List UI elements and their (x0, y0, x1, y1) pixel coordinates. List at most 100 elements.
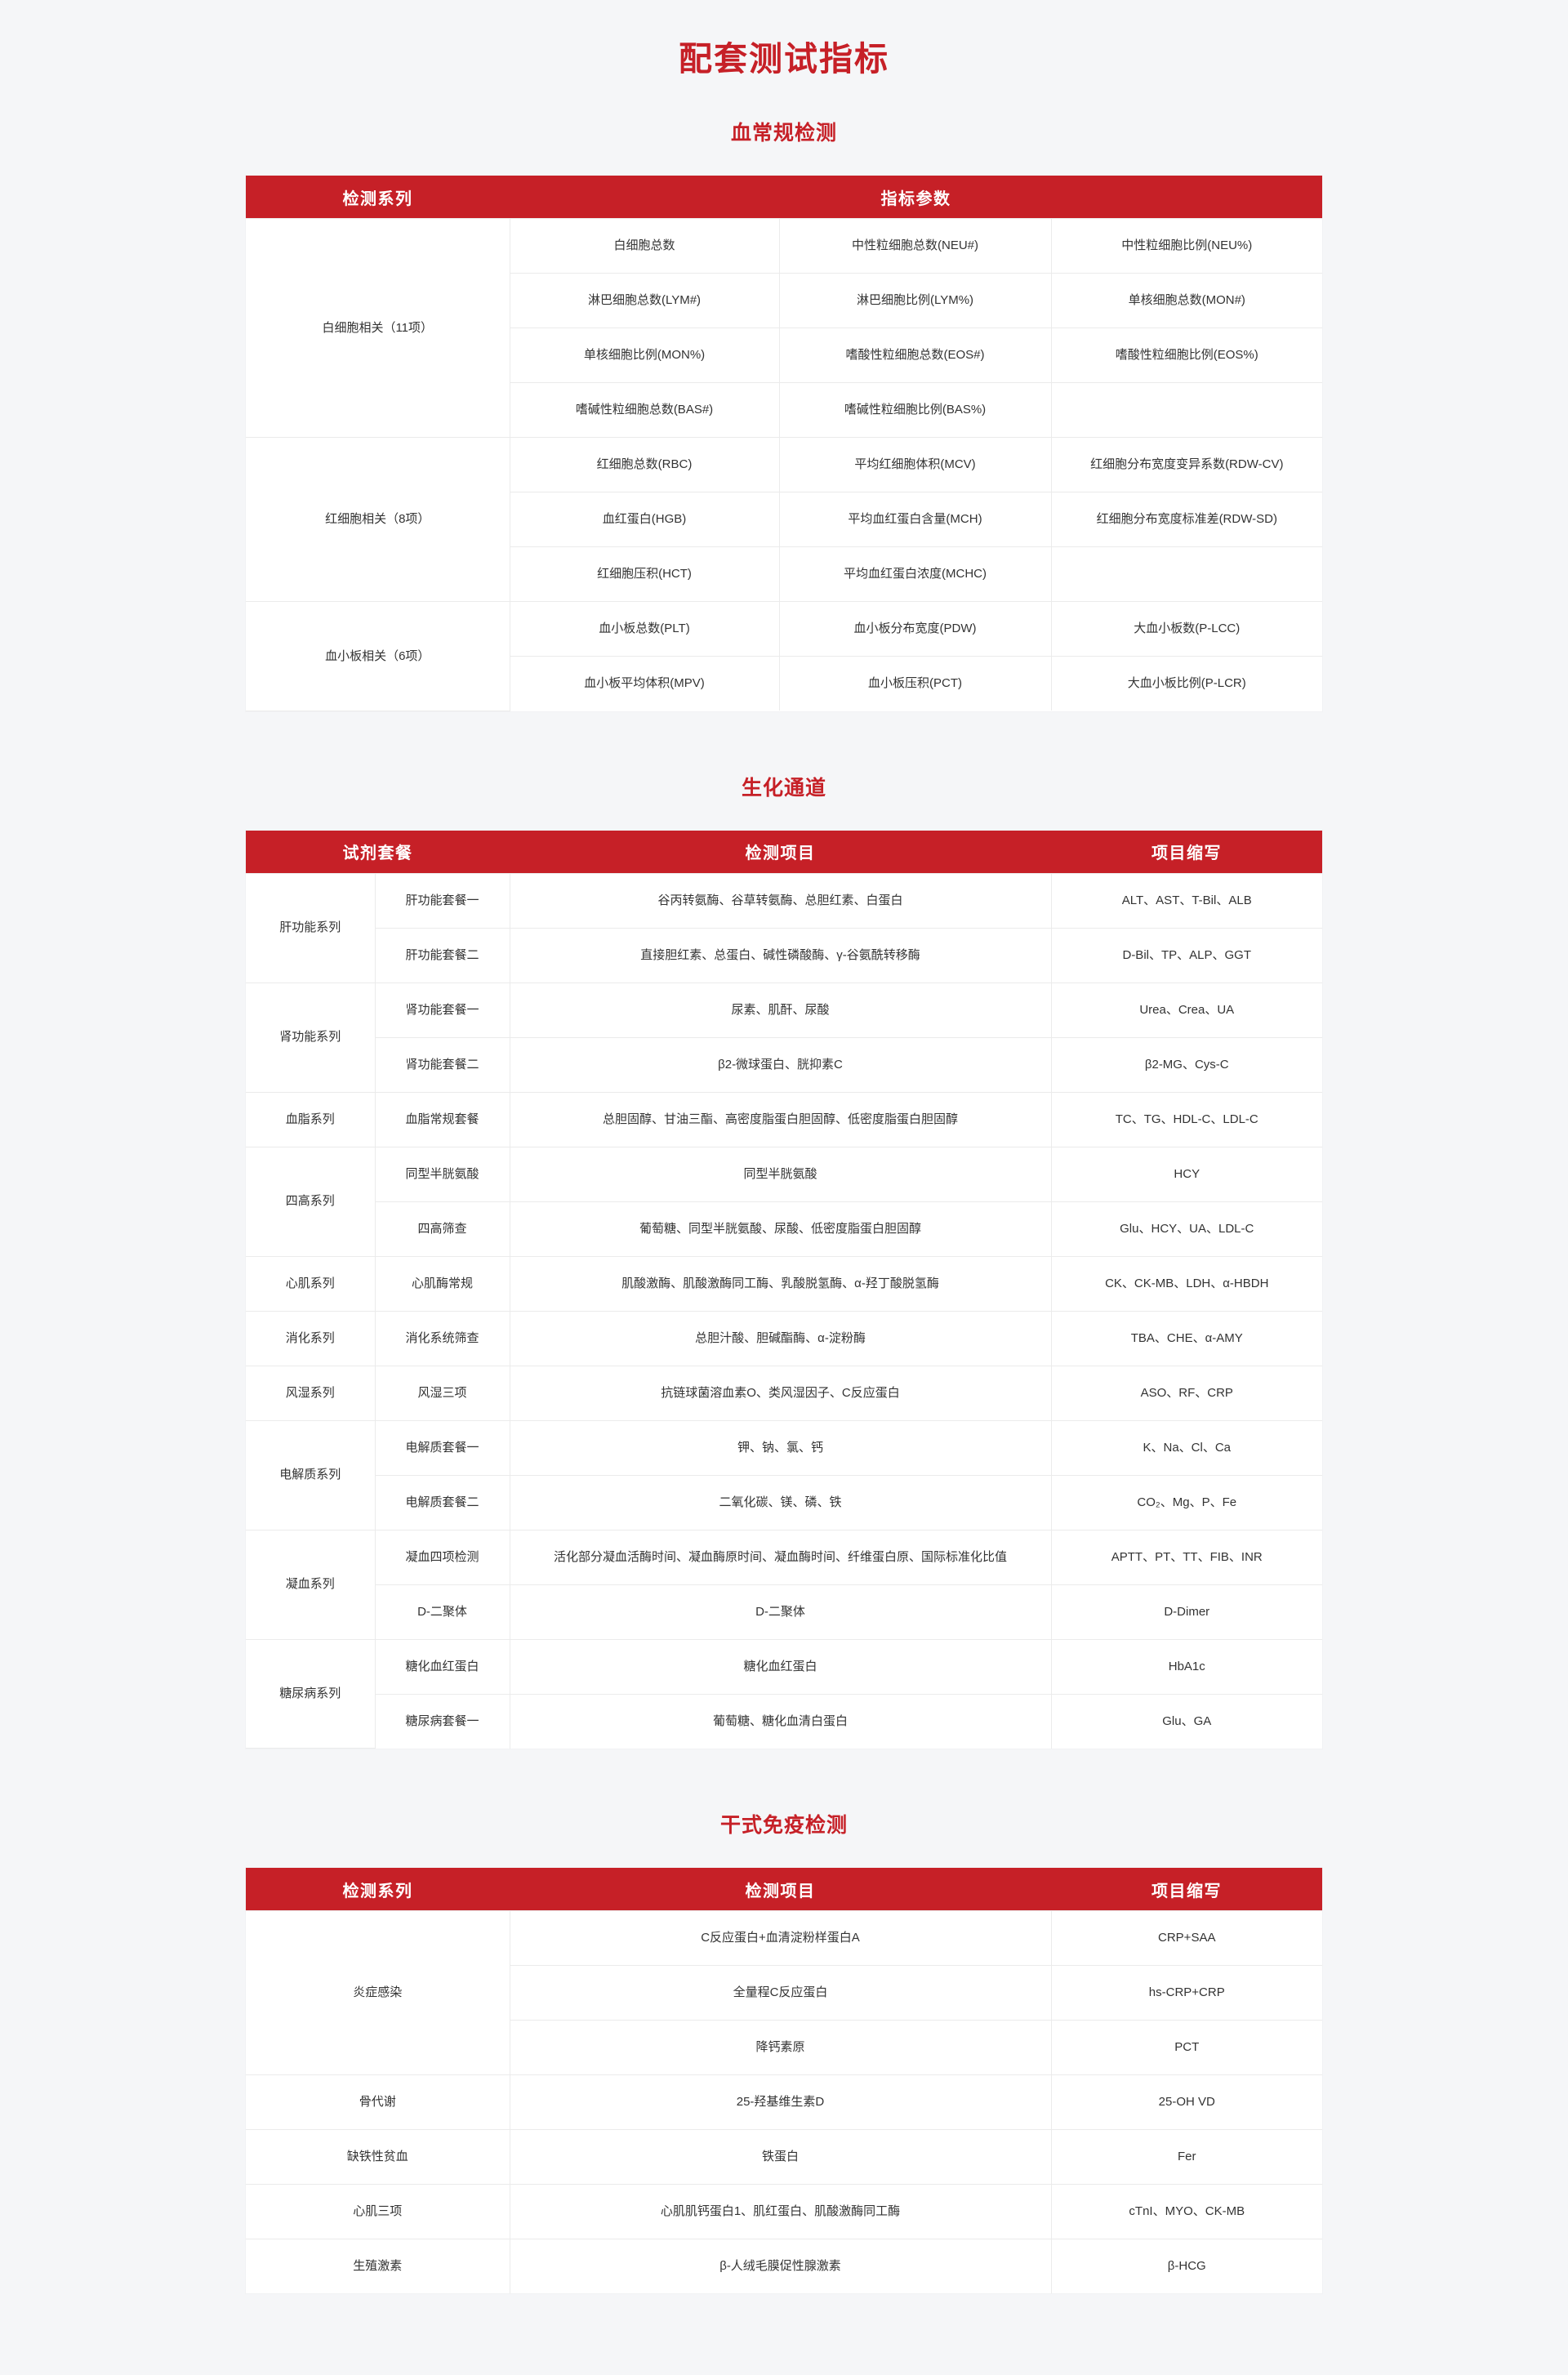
series-cell: 肝功能系列 (246, 872, 376, 983)
abbr-cell: 25-OH VD (1050, 2074, 1322, 2131)
table-row: 血脂系列 血脂常规套餐 总胆固醇、甘油三酯、高密度脂蛋白胆固醇、低密度脂蛋白胆固… (246, 1091, 1322, 1147)
section-title-dry-immunoassay: 干式免疫检测 (719, 1814, 848, 1838)
table-row: 血小板相关（6项） 血小板总数(PLT) 血小板分布宽度(PDW) 大血小板数(… (246, 601, 1323, 711)
header-row: 检测系列 指标参数 (246, 176, 1323, 219)
param-cell: 嗜酸性粒细胞比例(EOS%) (1050, 328, 1323, 384)
abbr-cell: CRP+SAA (1050, 1910, 1322, 1967)
series-cell: 缺铁性贫血 (246, 2129, 510, 2186)
table-row: 肝功能套餐二 直接胆红素、总蛋白、碱性磷酸酶、γ-谷氨酰转移酶 D-Bil、TP… (246, 927, 1322, 983)
table-row: 白细胞相关（11项） 白细胞总数 中性粒细胞总数(NEU#) 中性粒细胞比例(N… (246, 218, 1323, 439)
package-cell: 血脂常规套餐 (374, 1091, 510, 1147)
series-cell: 电解质系列 (246, 1419, 376, 1531)
param-cell-empty (1050, 382, 1323, 439)
abbr-cell: D-Dimer (1050, 1584, 1322, 1640)
column-header-reagent-package: 试剂套餐 (246, 830, 510, 874)
items-cell: 总胆汁酸、胆碱酯酶、α-淀粉酶 (509, 1310, 1052, 1366)
table-body-dry-immunoassay: 炎症感染 C反应蛋白+血清淀粉样蛋白A CRP+SAA 全量程C反应蛋白 hs-… (246, 1910, 1322, 2294)
table-header-biochemistry: 试剂套餐 检测项目 项目缩写 (246, 830, 1322, 874)
param-cell: 嗜碱性粒细胞总数(BAS#) (510, 382, 780, 439)
items-cell: 活化部分凝血活酶时间、凝血酶原时间、凝血酶时间、纤维蛋白原、国际标准化比值 (509, 1529, 1052, 1585)
series-cell: 风湿系列 (246, 1365, 376, 1421)
table-wrapper-biochemistry: 试剂套餐 检测项目 项目缩写 肝功能系列 肝功能套餐一 谷丙转氨酶、谷草转氨酶、… (246, 830, 1322, 1749)
table-row: 嗜碱性粒细胞总数(BAS#) 嗜碱性粒细胞比例(BAS%) (246, 382, 1323, 439)
package-cell: 肝功能套餐二 (375, 927, 510, 983)
package-cell: 四高筛查 (375, 1201, 510, 1257)
section-biochemistry: 生化通道 试剂套餐 检测项目 项目缩写 (0, 772, 1568, 1749)
section-spacer-2 (0, 1749, 1568, 1809)
table-row: 心肌三项 心肌肌钙蛋白1、肌红蛋白、肌酸激酶同工酶 cTnI、MYO、CK-MB (246, 2184, 1322, 2240)
items-cell: 总胆固醇、甘油三酯、高密度脂蛋白胆固醇、低密度脂蛋白胆固醇 (509, 1091, 1052, 1147)
table-row: 凝血系列 凝血四项检测 活化部分凝血活酶时间、凝血酶原时间、凝血酶时间、纤维蛋白… (246, 1529, 1322, 1640)
table-row: 电解质系列 电解质套餐一 钾、钠、氯、钙 K、Na、Cl、Ca (246, 1419, 1322, 1531)
table-row: 电解质套餐二 二氧化碳、镁、磷、铁 CO₂、Mg、P、Fe (246, 1474, 1322, 1531)
package-cell: 糖化血红蛋白 (374, 1638, 510, 1695)
section-dry-immunoassay: 干式免疫检测 检测系列 检测项目 项目缩写 (0, 1809, 1568, 2294)
items-cell: β2-微球蛋白、胱抑素C (509, 1036, 1052, 1093)
column-header-test-items: 检测项目 (510, 1868, 1051, 1911)
param-cell: 白细胞总数 (509, 218, 780, 274)
items-cell: 同型半胱氨酸 (509, 1146, 1052, 1202)
table-row: 肾功能系列 肾功能套餐一 尿素、肌酐、尿酸 Urea、Crea、UA (246, 982, 1322, 1093)
table-body-biochemistry: 肝功能系列 肝功能套餐一 谷丙转氨酶、谷草转氨酶、总胆红素、白蛋白 ALT、AS… (246, 872, 1322, 1749)
param-cell: 嗜酸性粒细胞总数(EOS#) (778, 328, 1052, 384)
abbr-cell: TBA、CHE、α-AMY (1050, 1310, 1322, 1366)
table-biochemistry: 试剂套餐 检测项目 项目缩写 肝功能系列 肝功能套餐一 谷丙转氨酶、谷草转氨酶、… (246, 830, 1322, 1749)
column-header-abbreviation: 项目缩写 (1051, 1868, 1322, 1911)
abbr-cell: ALT、AST、T-Bil、ALB (1050, 872, 1322, 929)
param-cell: 平均红细胞体积(MCV) (778, 437, 1052, 493)
abbr-cell: CO₂、Mg、P、Fe (1050, 1474, 1322, 1531)
package-cell: 肾功能套餐一 (374, 982, 510, 1038)
package-cell: 肾功能套餐二 (375, 1036, 510, 1093)
items-cell: 糖化血红蛋白 (509, 1638, 1052, 1695)
series-cell: 消化系列 (246, 1310, 376, 1366)
header-row: 试剂套餐 检测项目 项目缩写 (246, 830, 1322, 874)
column-header-series: 检测系列 (246, 1868, 510, 1911)
series-cell: 糖尿病系列 (246, 1638, 376, 1749)
package-cell: 心肌酶常规 (374, 1255, 510, 1312)
param-cell: 红细胞压积(HCT) (510, 546, 780, 603)
abbr-cell: HbA1c (1050, 1638, 1322, 1695)
param-cell: 大血小板比例(P-LCR) (1050, 656, 1323, 711)
items-cell: 25-羟基维生素D (509, 2074, 1052, 2131)
param-cell: 嗜碱性粒细胞比例(BAS%) (778, 382, 1052, 439)
param-cell: 血小板压积(PCT) (778, 656, 1052, 711)
table-row: 四高筛查 葡萄糖、同型半胱氨酸、尿酸、低密度脂蛋白胆固醇 Glu、HCY、UA、… (246, 1201, 1322, 1257)
package-cell: 电解质套餐二 (375, 1474, 510, 1531)
items-cell: 直接胆红素、总蛋白、碱性磷酸酶、γ-谷氨酰转移酶 (509, 927, 1052, 983)
abbr-cell: CK、CK-MB、LDH、α-HBDH (1050, 1255, 1322, 1312)
series-cell: 心肌系列 (246, 1255, 376, 1312)
section-blood-routine: 血常规检测 检测系列 指标参数 白细胞 (0, 117, 1568, 711)
table-wrapper-dry-immunoassay: 检测系列 检测项目 项目缩写 炎症感染 C反应蛋白+血清淀粉样蛋白A CRP+S… (246, 1868, 1322, 2294)
param-cell: 血小板平均体积(MPV) (510, 656, 780, 711)
column-header-series: 检测系列 (246, 176, 510, 219)
param-cell: 中性粒细胞总数(NEU#) (778, 218, 1052, 274)
items-cell: β-人绒毛膜促性腺激素 (509, 2239, 1052, 2294)
table-header-blood-routine: 检测系列 指标参数 (246, 176, 1323, 219)
param-cell: 红细胞分布宽度标准差(RDW-SD) (1050, 492, 1323, 548)
param-cell: 单核细胞总数(MON#) (1050, 273, 1323, 329)
table-row: 生殖激素 β-人绒毛膜促性腺激素 β-HCG (246, 2239, 1322, 2294)
abbr-cell: D-Bil、TP、ALP、GGT (1050, 927, 1322, 983)
section-spacer-1 (0, 711, 1568, 772)
table-row: 缺铁性贫血 铁蛋白 Fer (246, 2129, 1322, 2186)
items-cell: 抗链球菌溶血素O、类风湿因子、C反应蛋白 (509, 1365, 1052, 1421)
series-cell: 炎症感染 (246, 1910, 510, 2076)
bottom-padding (0, 2293, 1568, 2375)
series-cell: 红细胞相关（8项） (246, 437, 510, 603)
table-row: 四高系列 同型半胱氨酸 同型半胱氨酸 HCY (246, 1146, 1322, 1257)
param-cell: 淋巴细胞总数(LYM#) (510, 273, 780, 329)
items-cell: 谷丙转氨酶、谷草转氨酶、总胆红素、白蛋白 (509, 872, 1052, 929)
abbr-cell: Glu、HCY、UA、LDL-C (1050, 1201, 1322, 1257)
table-blood-routine: 检测系列 指标参数 白细胞相关（11项） 白细胞总数 中性粒细胞总数(NEU#)… (246, 176, 1323, 711)
series-cell: 血小板相关（6项） (246, 601, 510, 711)
param-cell: 淋巴细胞比例(LYM%) (778, 273, 1052, 329)
param-cell: 平均血红蛋白含量(MCH) (778, 492, 1052, 548)
series-cell: 血脂系列 (246, 1091, 376, 1147)
table-row: D-二聚体 D-二聚体 D-Dimer (246, 1584, 1322, 1640)
abbr-cell: hs-CRP+CRP (1050, 1965, 1322, 2021)
table-wrapper-blood-routine: 检测系列 指标参数 白细胞相关（11项） 白细胞总数 中性粒细胞总数(NEU#)… (246, 176, 1323, 711)
package-cell: 消化系统筛查 (374, 1310, 510, 1366)
abbr-cell: HCY (1050, 1146, 1322, 1202)
table-row: 红细胞压积(HCT) 平均血红蛋白浓度(MCHC) (246, 546, 1323, 603)
abbr-cell: APTT、PT、TT、FIB、INR (1050, 1529, 1322, 1585)
